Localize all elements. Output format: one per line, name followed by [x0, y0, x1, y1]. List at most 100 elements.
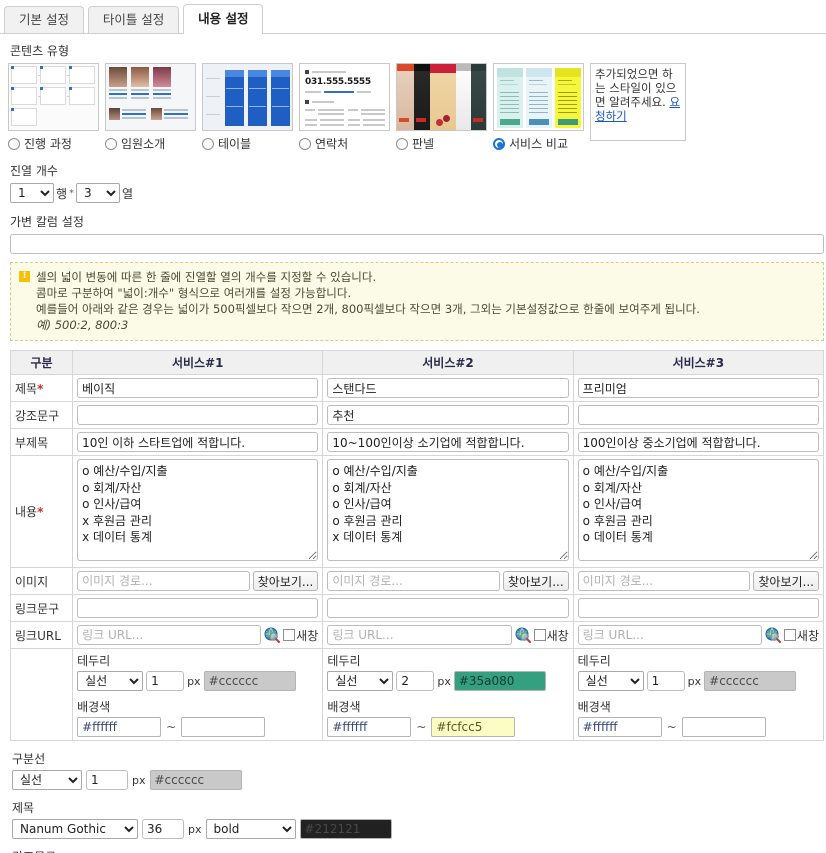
link-text-input-1[interactable]: [77, 598, 319, 618]
content-textarea-2[interactable]: o 예산/수입/지출 o 회계/자산 o 인사/급여 o 후원금 관리 x 데이…: [327, 459, 569, 561]
panel-thumbnail[interactable]: [396, 63, 487, 131]
radio-process-icon[interactable]: [8, 137, 20, 150]
radio-label-executives[interactable]: 임원소개: [105, 135, 196, 152]
bg-to-input-2[interactable]: [431, 717, 516, 737]
cell-title-3: [572, 374, 825, 402]
subtitle-input-2[interactable]: [327, 432, 569, 452]
title-font-label: 제목: [12, 801, 35, 815]
radio-service-compare-icon[interactable]: [493, 137, 505, 150]
request-note-text: 추가되었으면 하는 스타일이 있으면 알려주세요.: [595, 67, 677, 109]
radio-label-table[interactable]: 테이블: [202, 135, 293, 152]
required-marker-content: *: [37, 505, 44, 519]
new-window-label-2[interactable]: 새창: [533, 627, 569, 644]
border-color-input-3[interactable]: [704, 671, 797, 691]
title-input-1[interactable]: [77, 378, 319, 398]
image-path-input-2[interactable]: [327, 571, 501, 591]
cell-link-text-1: [72, 594, 324, 622]
radio-contact-text: 연락처: [315, 137, 349, 151]
row-label-style: [9, 648, 74, 741]
title-font-weight-select[interactable]: boldnormal: [205, 819, 296, 839]
globe-search-icon-2[interactable]: [515, 627, 531, 643]
browse-button-2[interactable]: 찾아보기...: [503, 571, 569, 591]
title-input-3[interactable]: [577, 378, 819, 398]
link-url-input-3[interactable]: [577, 625, 762, 645]
title-font-color-input[interactable]: [299, 819, 392, 839]
content-textarea-3[interactable]: o 예산/수입/지출 o 회계/자산 o 인사/급여 o 후원금 관리 o 데이…: [577, 459, 819, 561]
bg-from-input-3[interactable]: [577, 717, 662, 737]
bg-tilde-2: ~: [416, 720, 427, 734]
process-thumbnail[interactable]: [8, 63, 99, 131]
border-width-input-3[interactable]: [646, 671, 685, 691]
tab-content-settings[interactable]: 내용 설정: [183, 4, 264, 34]
service-compare-grid: 구분 서비스#1 서비스#2 서비스#3 제목* 강조문구: [9, 350, 825, 741]
request-style-note: 추가되었으면 하는 스타일이 있으면 알려주세요. 요청하기: [590, 63, 686, 141]
border-width-input-1[interactable]: [146, 671, 185, 691]
contact-thumbnail[interactable]: 031.555.5555: [299, 63, 390, 131]
border-color-input-1[interactable]: [203, 671, 296, 691]
link-url-input-2[interactable]: [327, 625, 512, 645]
border-width-input-2[interactable]: [396, 671, 435, 691]
radio-panel-icon[interactable]: [396, 137, 408, 150]
highlight-input-1[interactable]: [77, 405, 319, 425]
bg-to-input-3[interactable]: [681, 717, 766, 737]
request-note-cell: 추가되었으면 하는 스타일이 있으면 알려주세요. 요청하기: [590, 63, 686, 141]
row-label-subtitle: 부제목: [9, 428, 74, 456]
divider-style-select[interactable]: 실선점선파선없음: [12, 770, 82, 790]
new-window-checkbox-1[interactable]: [283, 629, 296, 641]
table-thumbnail[interactable]: [202, 63, 293, 131]
globe-search-icon-1[interactable]: [264, 627, 281, 643]
image-path-input-1[interactable]: [77, 571, 250, 591]
radio-table-icon[interactable]: [202, 137, 214, 150]
grid-row-highlight: 강조문구: [9, 401, 825, 429]
content-textarea-1[interactable]: o 예산/수입/지출 o 회계/자산 o 인사/급여 x 후원금 관리 x 데이…: [77, 459, 319, 561]
link-url-input-1[interactable]: [77, 625, 262, 645]
divider-color-input[interactable]: [149, 770, 242, 790]
bg-to-input-1[interactable]: [181, 717, 266, 737]
radio-label-service-compare[interactable]: 서비스 비교: [493, 135, 584, 152]
radio-executives-icon[interactable]: [105, 137, 117, 150]
cols-select[interactable]: 12345: [76, 183, 121, 203]
grid-header-service-1: 서비스#1: [72, 350, 324, 375]
highlight-input-3[interactable]: [577, 405, 819, 425]
radio-label-contact[interactable]: 연락처: [299, 135, 390, 152]
image-path-input-3[interactable]: [577, 571, 751, 591]
border-style-select-3[interactable]: 실선점선파선없음: [577, 671, 644, 691]
tab-basic-settings[interactable]: 기본 설정: [4, 6, 84, 33]
radio-contact-icon[interactable]: [299, 137, 311, 150]
radio-label-panel[interactable]: 판넬: [396, 135, 487, 152]
highlight-input-2[interactable]: [327, 405, 569, 425]
browse-button-1[interactable]: 찾아보기...: [252, 571, 319, 591]
globe-search-icon-3[interactable]: [765, 627, 781, 643]
content-type-options: 진행 과정: [8, 63, 820, 152]
variable-column-input[interactable]: [10, 234, 824, 254]
rows-select[interactable]: 12345: [10, 183, 54, 203]
title-font-size-input[interactable]: [142, 819, 184, 839]
border-color-input-2[interactable]: [453, 671, 546, 691]
link-text-input-2[interactable]: [327, 598, 569, 618]
border-style-select-2[interactable]: 실선점선파선없음: [327, 671, 394, 691]
grid-header-division: 구분: [9, 350, 74, 375]
browse-button-3[interactable]: 찾아보기...: [753, 571, 819, 591]
service-compare-thumbnail[interactable]: [493, 63, 584, 131]
cell-link-text-3: [572, 594, 825, 622]
new-window-label-1[interactable]: 새창: [283, 627, 318, 644]
bg-from-input-1[interactable]: [77, 717, 162, 737]
executives-thumbnail[interactable]: [105, 63, 196, 131]
link-text-input-3[interactable]: [577, 598, 819, 618]
cell-content-3: o 예산/수입/지출 o 회계/자산 o 인사/급여 o 후원금 관리 o 데이…: [572, 455, 825, 568]
subtitle-input-1[interactable]: [77, 432, 319, 452]
new-window-checkbox-2[interactable]: [533, 629, 546, 641]
new-window-label-3[interactable]: 새창: [783, 627, 819, 644]
bg-from-input-2[interactable]: [327, 717, 412, 737]
cell-title-2: [322, 374, 574, 402]
cell-link-text-2: [322, 594, 574, 622]
title-input-2[interactable]: [327, 378, 569, 398]
divider-width-input[interactable]: [86, 770, 128, 790]
new-window-checkbox-3[interactable]: [783, 629, 796, 641]
subtitle-input-3[interactable]: [577, 432, 819, 452]
radio-label-process[interactable]: 진행 과정: [8, 135, 99, 152]
tab-title-settings[interactable]: 타이틀 설정: [87, 6, 180, 33]
border-style-select-1[interactable]: 실선점선파선없음: [77, 671, 144, 691]
title-font-family-select[interactable]: Nanum GothicDotumGulimMalgun Gothic: [12, 819, 138, 839]
request-link[interactable]: 요청하기: [595, 95, 681, 123]
